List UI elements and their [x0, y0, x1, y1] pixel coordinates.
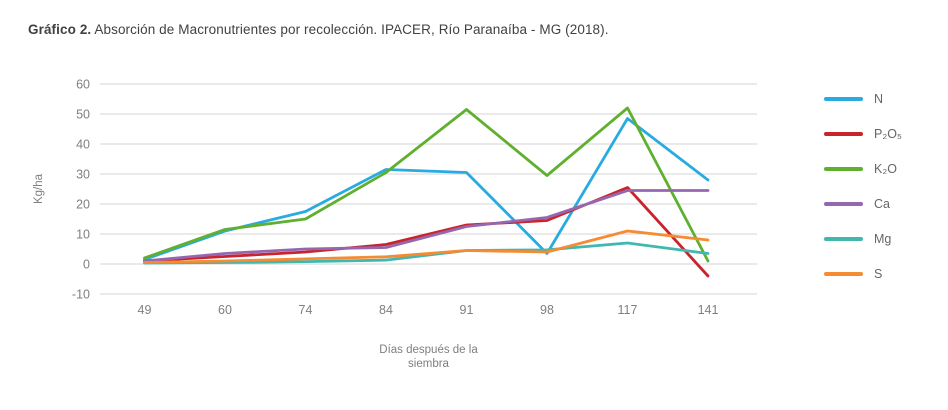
x-tick-label-74: 74 — [299, 303, 313, 317]
chart-title: Gráfico 2. Absorción de Macronutrientes … — [28, 22, 609, 37]
chart-title-prefix: Gráfico 2. — [28, 22, 92, 37]
series-line-S — [143, 229, 710, 264]
y-tick-label-0: 0 — [83, 258, 90, 272]
y-axis-title: Kg/ha — [33, 173, 45, 204]
x-tick-label-98: 98 — [540, 303, 554, 317]
legend-item-Mg: Mg — [824, 228, 902, 249]
series-line-Ca — [143, 189, 710, 263]
x-tick-label-91: 91 — [460, 303, 474, 317]
legend-swatch-Ca — [824, 201, 863, 206]
legend-label-Mg: Mg — [874, 231, 892, 246]
y-tick-label-10: 10 — [76, 228, 90, 242]
y-tick-label-40: 40 — [76, 138, 90, 152]
x-axis-title-line-1: Días después de la — [379, 344, 478, 356]
y-tick-label-30: 30 — [76, 168, 90, 182]
x-tick-label-49: 49 — [138, 303, 152, 317]
x-tick-label-141: 141 — [698, 303, 719, 317]
legend-swatch-S — [824, 271, 863, 276]
y-tick-label-20: 20 — [76, 198, 90, 212]
legend-label-P2O5: P₂O₅ — [874, 126, 902, 141]
chart-title-text: Absorción de Macronutrientes por recolec… — [91, 22, 609, 37]
y-tick-label--10: -10 — [72, 288, 90, 302]
legend-swatch-P2O5 — [824, 131, 863, 136]
x-tick-label-60: 60 — [218, 303, 232, 317]
legend-item-P2O5: P₂O₅ — [824, 123, 902, 144]
x-tick-label-84: 84 — [379, 303, 393, 317]
y-tick-label-50: 50 — [76, 108, 90, 122]
chart-legend: N P₂O₅ K₂O Ca Mg S — [824, 88, 902, 298]
legend-swatch-N — [824, 96, 863, 101]
legend-label-N: N — [874, 91, 884, 106]
y-tick-label-60: 60 — [76, 78, 90, 92]
legend-item-K2O: K₂O — [824, 158, 902, 179]
series-line-P2O5 — [143, 186, 710, 278]
legend-item-S: S — [824, 263, 902, 284]
legend-label-S: S — [874, 266, 883, 281]
x-tick-label-117: 117 — [618, 303, 638, 317]
x-axis-title-line-2: siembra — [408, 358, 450, 370]
legend-item-N: N — [824, 88, 902, 109]
series-line-K2O — [143, 106, 710, 263]
legend-item-Ca: Ca — [824, 193, 902, 214]
legend-label-K2O: K₂O — [874, 161, 897, 176]
legend-swatch-K2O — [824, 166, 863, 171]
series-line-Mg — [143, 241, 710, 265]
legend-swatch-Mg — [824, 236, 863, 241]
legend-label-Ca: Ca — [874, 196, 890, 211]
